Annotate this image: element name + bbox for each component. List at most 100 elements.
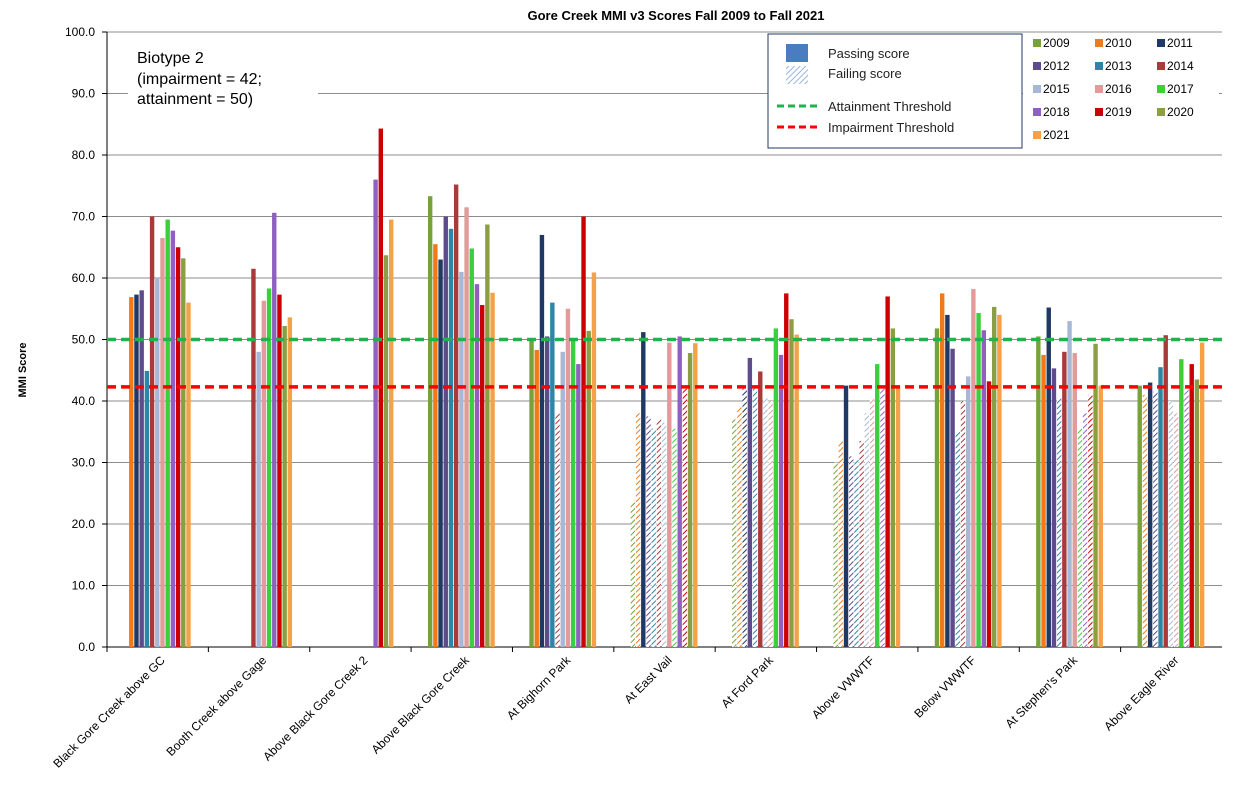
legend-swatch-2021 [1033, 131, 1041, 139]
y-tick-label: 0.0 [78, 640, 95, 654]
x-tick-label: Booth Creek above Gage [164, 653, 270, 759]
bar-2012 [747, 357, 753, 647]
bar-2020 [383, 255, 389, 647]
bar-2016 [971, 289, 976, 647]
bar-2020 [485, 224, 490, 648]
bar-2020 [890, 328, 896, 647]
annotation-line-1: Biotype 2 [137, 50, 204, 67]
y-tick-label: 20.0 [72, 517, 96, 531]
annotation-line-3: attainment = 50) [137, 91, 253, 108]
legend-swatch-2012 [1033, 62, 1041, 70]
legend-label-2021: 2021 [1043, 128, 1070, 142]
bar-2013 [448, 228, 454, 648]
bar-2009 [833, 462, 838, 647]
bar-2018 [981, 330, 986, 647]
bar-2011 [539, 234, 545, 647]
bar-2011 [438, 259, 443, 647]
legend-passing-label: Passing score [828, 46, 910, 61]
bar-2020 [1194, 379, 1200, 647]
bar-2016 [160, 238, 165, 647]
bar-2018 [1184, 388, 1189, 647]
chart-title: Gore Creek MMI v3 Scores Fall 2009 to Fa… [528, 8, 825, 23]
bar-2019 [1189, 364, 1194, 647]
legend-label-2015: 2015 [1043, 82, 1070, 96]
legend-passing-swatch [786, 44, 808, 62]
bar-2020 [991, 306, 997, 647]
bar-2015 [763, 397, 768, 647]
bar-2010 [1041, 354, 1046, 648]
bar-2013 [651, 428, 656, 647]
bar-2009 [934, 328, 940, 647]
y-tick-label: 90.0 [72, 87, 96, 101]
bar-2016 [1072, 353, 1077, 647]
bar-2009 [529, 340, 534, 647]
bar-2013 [550, 302, 555, 647]
legend-label-2018: 2018 [1043, 105, 1070, 119]
bar-2014 [1062, 351, 1067, 647]
bar-2019 [986, 381, 992, 647]
legend-label-2011: 2011 [1167, 36, 1193, 50]
bar-2021 [186, 302, 191, 647]
bar-2011 [742, 388, 747, 647]
legend-years: 2009 2010 2011 2012 2013 2014 2015 2016 2017 2018… [1023, 34, 1219, 148]
bar-2020 [181, 258, 186, 647]
bar-2011 [945, 314, 950, 647]
bar-2014 [960, 401, 966, 647]
bar-2016 [565, 308, 571, 647]
legend-fill-box: Passing score Failing score Attainment T… [767, 33, 1023, 149]
bar-2016 [667, 342, 672, 647]
bar-2012 [950, 348, 955, 647]
bar-2009 [1137, 385, 1142, 648]
bar-2013 [144, 370, 150, 647]
bar-2010 [534, 349, 539, 647]
x-tick-label: At Ford Park [718, 653, 776, 711]
bar-2018 [474, 284, 480, 647]
bar-2017 [976, 313, 981, 647]
bar-2018 [373, 179, 378, 647]
bar-2013 [854, 459, 859, 647]
bar-2017 [875, 364, 880, 647]
bar-2017 [165, 219, 170, 647]
bar-2020 [687, 353, 693, 647]
legend-label-2013: 2013 [1105, 59, 1132, 73]
bar-2012 [1051, 368, 1057, 647]
bar-2021 [287, 317, 293, 647]
bar-2019 [784, 293, 789, 648]
bar-2017 [469, 248, 474, 648]
bar-2016 [261, 300, 267, 647]
bar-2010 [433, 244, 438, 647]
bar-2012 [1153, 391, 1158, 647]
bar-2018 [170, 230, 176, 647]
bar-2020 [282, 325, 287, 647]
bar-2017 [672, 428, 677, 647]
legend-label-2010: 2010 [1105, 36, 1132, 50]
legend-failing-label: Failing score [828, 66, 902, 81]
x-tick-label: Black Gore Creek above GC [50, 653, 168, 771]
bar-2020 [1093, 343, 1098, 647]
legend-swatch-2009 [1033, 39, 1041, 47]
bar-2017 [570, 339, 576, 647]
bar-2021 [1199, 342, 1205, 647]
bar-2013 [955, 431, 960, 647]
legend-swatch-2010 [1095, 39, 1103, 47]
bar-2019 [1088, 394, 1093, 647]
bar-2015 [661, 422, 667, 647]
bar-2011 [134, 294, 139, 647]
legend-swatch-2019 [1095, 108, 1103, 116]
bar-2017 [266, 288, 272, 647]
y-tick-label: 50.0 [72, 333, 96, 347]
bar-2014 [758, 371, 763, 647]
bar-2018 [778, 354, 784, 648]
bar-2019 [581, 216, 586, 647]
legend-failing-swatch [786, 66, 808, 84]
legend-swatch-2017 [1157, 85, 1165, 93]
bar-2016 [768, 401, 773, 647]
bar-2013 [1158, 367, 1163, 647]
bar-2015 [155, 278, 160, 647]
legend-swatch-2014 [1157, 62, 1165, 70]
bar-2011 [843, 385, 849, 648]
legend-label-2020: 2020 [1167, 105, 1194, 119]
bar-2016 [464, 207, 469, 647]
bar-2017 [1179, 359, 1184, 647]
